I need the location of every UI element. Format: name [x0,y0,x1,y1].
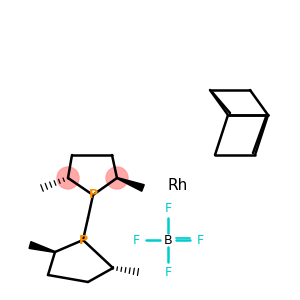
Text: F: F [164,266,172,278]
Text: P: P [78,233,88,247]
Circle shape [57,167,79,189]
Text: P: P [88,188,98,202]
Text: F: F [132,233,140,247]
Polygon shape [117,178,144,191]
Text: F: F [164,202,172,214]
Text: F: F [196,233,204,247]
Circle shape [106,167,128,189]
Polygon shape [29,242,55,253]
Text: Rh: Rh [168,178,188,193]
Text: B: B [164,233,172,247]
